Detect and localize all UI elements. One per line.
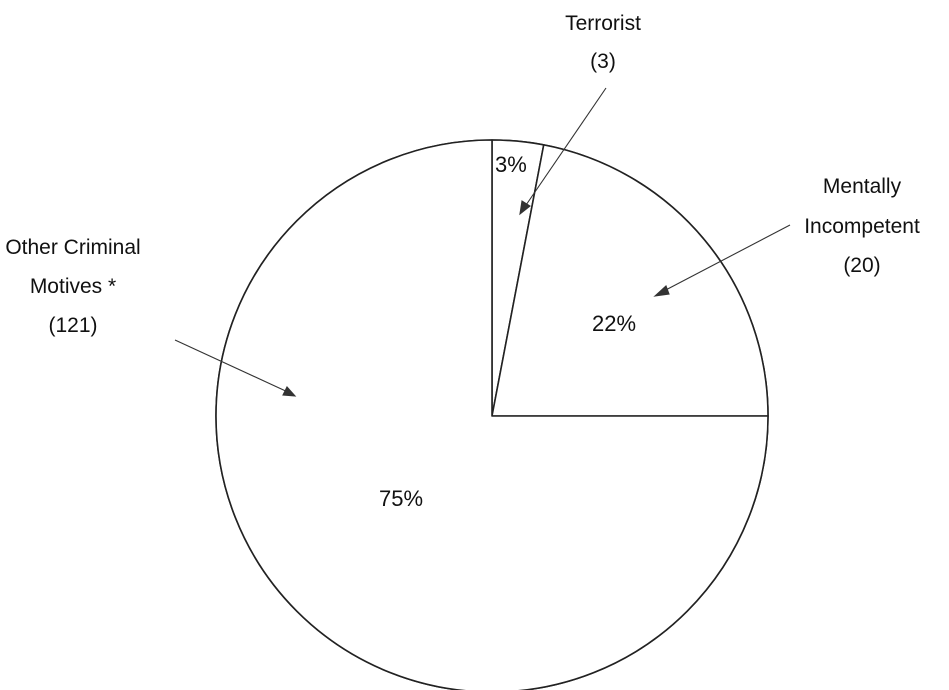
mental-count: (20): [843, 254, 880, 277]
terrorist-label: Terrorist: [565, 12, 641, 35]
terrorist-count: (3): [590, 50, 616, 73]
mental-percent: 22%: [592, 311, 636, 336]
pie-slice-other: [215, 139, 769, 690]
mental-label-line1: Mentally: [823, 175, 902, 198]
other-leader-arrow: [174, 339, 297, 397]
other-label-line2: Motives *: [30, 275, 116, 298]
leader-arrows: [174, 87, 791, 397]
terrorist-percent: 3%: [495, 152, 527, 177]
other-percent: 75%: [379, 486, 423, 511]
other-count: (121): [48, 314, 97, 337]
pie-slices: [215, 139, 769, 690]
mental-label-line2: Incompetent: [804, 215, 920, 238]
pie-slice-mental: [491, 144, 769, 417]
mental-leader-arrow: [653, 224, 791, 297]
terrorist-leader-arrow: [519, 87, 607, 216]
other-label-line1: Other Criminal: [5, 236, 140, 259]
